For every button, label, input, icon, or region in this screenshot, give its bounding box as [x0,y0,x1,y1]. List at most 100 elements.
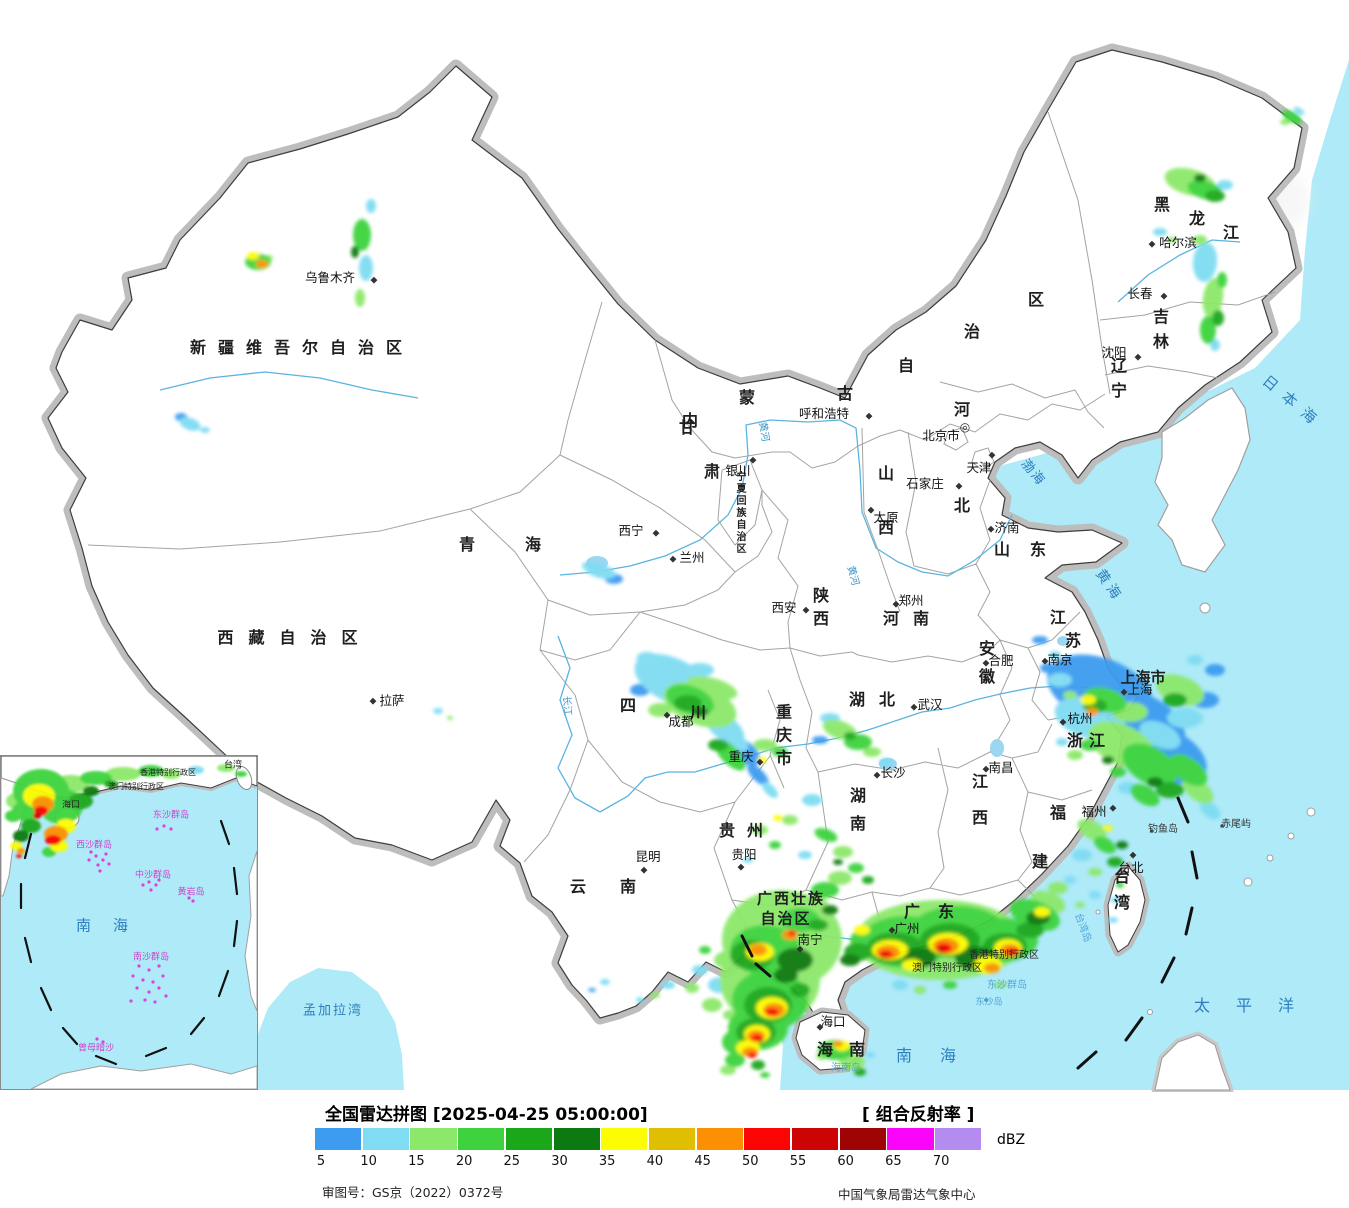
radar-echo [433,708,443,714]
island-marker [104,852,108,856]
island-marker [96,863,100,867]
dbz-swatch-40 [648,1128,696,1150]
luzon-island [1151,1031,1234,1092]
boundary-dash [61,1026,79,1046]
dbz-swatch-25 [505,1128,552,1150]
island-marker [169,827,173,831]
agency-credit: 中国气象局雷达气象中心 [838,1187,976,1202]
radar-echo [200,427,210,433]
dbz-tick-label: 15 [408,1154,425,1169]
island-marker [131,974,135,978]
dbz-tick-label: 25 [503,1154,521,1169]
radar-echo [1122,743,1178,787]
radar-echo [902,959,922,971]
taiwan-island [1103,861,1150,957]
dbz-tick-label: 45 [694,1154,711,1169]
island-marker [101,1040,105,1044]
radar-echo [104,780,118,788]
radar-echo [1075,902,1085,908]
radar-echo [1167,237,1177,243]
dbz-swatch-20 [458,1128,505,1150]
radar-echo [863,747,881,757]
boundary-dash [217,969,230,998]
radar-echo [788,930,796,936]
radar-echo [650,992,660,998]
radar-echo [21,819,41,833]
radar-echo [83,786,99,796]
radar-echo [751,1060,765,1070]
dbz-swatch-50 [744,1128,791,1150]
dbz-swatch-65 [887,1128,934,1150]
radar-echo [732,905,764,925]
radar-echo [752,825,768,835]
radar-echo [773,815,783,821]
radar-echo [138,765,164,777]
radar-echo [790,983,810,997]
dbz-tick-label: 20 [455,1154,473,1169]
radar-echo [1064,876,1076,884]
radar-echo [757,1038,763,1042]
china-radar-map [41,43,1349,1092]
radar-echo [1282,110,1302,124]
radar-echo [865,1052,875,1058]
dbz-swatch-55 [792,1128,839,1150]
radar-echo [1194,174,1206,182]
radar-echo [33,813,41,819]
radar-echo [1167,708,1203,728]
radar-echo [13,830,29,842]
radar-echo [802,794,822,806]
radar-echo [661,981,675,989]
radar-echo [720,1065,736,1075]
radar-echo [366,199,376,213]
dbz-swatch-70 [935,1128,982,1150]
radar-echo [743,857,753,863]
boundary-dash [1160,956,1176,984]
radar-echo [1103,825,1113,831]
legend-product: [ 组合反射率 ] [862,1105,975,1125]
radar-echo [702,998,722,1012]
island-marker [141,883,145,887]
boundary-dash [23,936,33,964]
radar-echo [674,695,702,711]
radar-echo [1130,783,1160,807]
radar-echo [1200,316,1216,344]
radar-echo [1293,107,1305,115]
radar-echo [943,981,957,989]
dbz-tick-label: 65 [885,1154,902,1169]
radar-echo [692,965,708,975]
boundary-dash [1184,906,1194,936]
island-marker [141,978,145,982]
radar-echo [1049,651,1061,659]
island-marker [161,974,165,978]
dbz-tick-label: 40 [646,1154,664,1169]
radar-echo [161,769,181,779]
legend-title: 全国雷达拼图 [2025-04-25 05:00:00] [325,1105,648,1125]
radar-echo [256,260,268,268]
radar-echo [1217,272,1227,288]
island-marker [87,858,91,862]
island-marker [129,999,133,1003]
boundary-dash [1076,1050,1098,1070]
radar-echo [1080,739,1100,751]
dbz-unit-label: dBZ [997,1132,1026,1148]
dbz-colorbar [315,1128,990,1150]
radar-echo [1192,242,1218,282]
south-china-sea-inset: 南海 台湾 香港特别行政区 澳门特别行政区 海口 东沙群岛 西沙群岛 中沙群岛 黄岩岛 南沙群岛曾… [0,755,258,1090]
radar-echo [17,848,25,854]
radar-echo [812,736,828,744]
radar-echo [247,252,259,260]
radar-echo [1210,339,1220,351]
radar-echo [1205,190,1225,202]
radar-echo [648,703,672,717]
boundary-dash [232,919,239,948]
radar-echo [80,771,112,785]
radar-echo [636,651,668,673]
radar-echo [879,758,893,766]
radar-echo [351,246,359,258]
radar-echo [762,782,778,798]
radar-echo [848,863,864,873]
radar-echo [749,944,767,956]
radar-echo [699,946,711,954]
boundary-dash [1124,1016,1144,1042]
